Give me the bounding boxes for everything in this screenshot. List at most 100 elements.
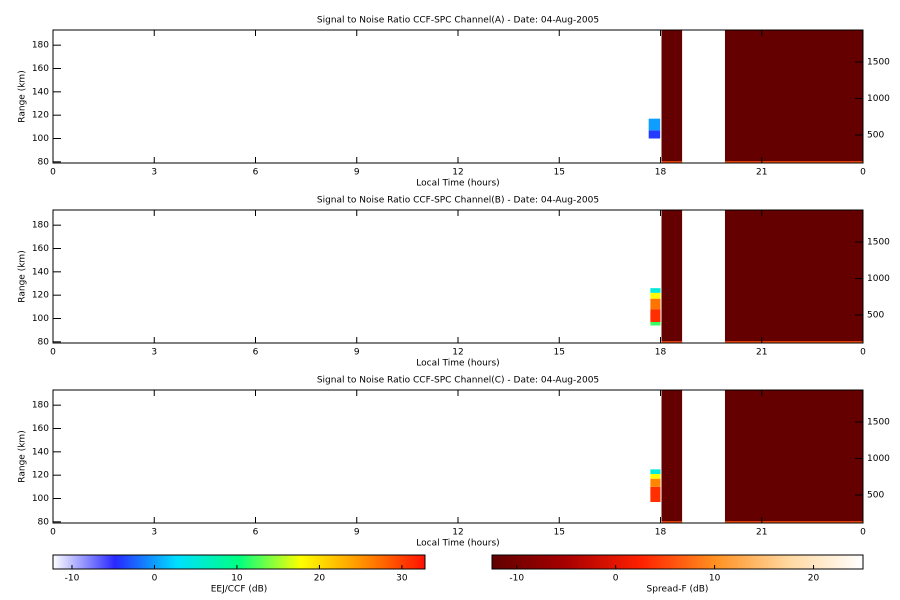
heatmap-cell [650, 469, 661, 474]
y-tick-label: 180 [32, 221, 49, 231]
y-tick-label: 140 [32, 87, 49, 97]
colorbar-tick-label: 10 [231, 574, 243, 584]
colorbar-label: EEJ/CCF (dB) [211, 585, 268, 595]
heatmap-cell [724, 521, 863, 523]
y2-tick-label: 1000 [867, 94, 890, 104]
x-tick-label: 18 [655, 528, 667, 538]
colorbar-label: Spread-F (dB) [647, 585, 709, 595]
x-tick-label: 3 [151, 348, 157, 358]
heatmap-cell [648, 118, 661, 131]
x-tick-label: 15 [554, 168, 565, 178]
heatmap-cell [724, 341, 863, 343]
y-axis-label: Range (km) [18, 70, 28, 122]
chart-title: Signal to Noise Ratio CCF-SPC Channel(B)… [317, 196, 599, 206]
y2-tick-label: 1000 [867, 454, 890, 464]
x-tick-label: 18 [655, 348, 667, 358]
x-tick-label: 3 [151, 528, 157, 538]
heatmap-cell [650, 322, 661, 326]
colorbar [491, 554, 864, 570]
y-tick-label: 80 [38, 517, 50, 527]
heatmap-cell [724, 161, 863, 163]
x-tick-label: 12 [452, 168, 463, 178]
heatmap-cell [724, 30, 863, 163]
y-axis-label: Range (km) [18, 250, 28, 302]
x-tick-label: 0 [860, 168, 866, 178]
x-tick-label: 0 [860, 528, 866, 538]
colorbar-tick-label: 20 [808, 574, 820, 584]
x-axis-label: Local Time (hours) [416, 179, 499, 189]
chart-title: Signal to Noise Ratio CCF-SPC Channel(A)… [317, 16, 599, 26]
x-tick-label: 12 [452, 348, 463, 358]
y2-tick-label: 500 [867, 490, 884, 500]
y-tick-label: 140 [32, 267, 49, 277]
y-tick-label: 120 [32, 471, 49, 481]
y-tick-label: 180 [32, 41, 49, 51]
colorbar-tick-label: -10 [65, 574, 80, 584]
colorbar-tick-label: 20 [314, 574, 326, 584]
x-tick-label: 0 [50, 528, 56, 538]
heatmap-cell [724, 210, 863, 343]
y2-tick-label: 1500 [867, 57, 890, 67]
heatmap-cell [661, 341, 683, 343]
x-tick-label: 21 [756, 348, 767, 358]
y2-tick-label: 1500 [867, 417, 890, 427]
y-tick-label: 160 [32, 424, 49, 434]
y2-tick-label: 1000 [867, 274, 890, 284]
heatmap-cell [661, 161, 683, 163]
colorbar [52, 554, 426, 570]
heatmap-cell [661, 390, 683, 523]
y2-tick-label: 1500 [867, 237, 890, 247]
heatmap-cell [650, 486, 661, 502]
heatmap-cell [650, 309, 661, 322]
y2-tick-label: 500 [867, 310, 884, 320]
x-tick-label: 0 [50, 168, 56, 178]
colorbar-tick-label: -10 [509, 574, 524, 584]
x-tick-label: 6 [253, 528, 259, 538]
heatmap-cell [661, 30, 683, 163]
x-tick-label: 9 [354, 168, 360, 178]
y-tick-label: 120 [32, 291, 49, 301]
x-tick-label: 9 [354, 348, 360, 358]
chart-title: Signal to Noise Ratio CCF-SPC Channel(C)… [317, 376, 599, 386]
heatmap-cell [650, 298, 661, 310]
x-tick-label: 21 [756, 168, 767, 178]
x-tick-label: 0 [860, 348, 866, 358]
x-tick-label: 9 [354, 528, 360, 538]
y-tick-label: 160 [32, 244, 49, 254]
y-tick-label: 80 [38, 337, 50, 347]
x-tick-label: 18 [655, 168, 667, 178]
y2-tick-label: 500 [867, 130, 884, 140]
x-tick-label: 12 [452, 528, 463, 538]
x-axis-label: Local Time (hours) [416, 359, 499, 369]
heatmap-cell [661, 210, 683, 343]
x-tick-label: 6 [253, 168, 259, 178]
heatmap-cell [724, 390, 863, 523]
y-tick-label: 180 [32, 401, 49, 411]
heatmap-cell [650, 288, 661, 293]
x-tick-label: 0 [50, 348, 56, 358]
y-tick-label: 140 [32, 447, 49, 457]
y-tick-label: 100 [32, 314, 49, 324]
y-tick-label: 160 [32, 64, 49, 74]
colorbar-tick-label: 30 [396, 574, 408, 584]
heatmap-cell [661, 521, 683, 523]
y-tick-label: 100 [32, 494, 49, 504]
y-tick-label: 100 [32, 134, 49, 144]
x-tick-label: 3 [151, 168, 157, 178]
x-tick-label: 6 [253, 348, 259, 358]
heatmap-cell [650, 474, 661, 479]
colorbar-tick-label: 10 [709, 574, 721, 584]
colorbar-tick-label: 0 [152, 574, 158, 584]
colorbar-tick-label: 0 [613, 574, 619, 584]
x-tick-label: 15 [554, 528, 565, 538]
x-axis-label: Local Time (hours) [416, 539, 499, 549]
heatmap-cell [650, 292, 661, 299]
heatmap-cell [648, 130, 661, 139]
y-tick-label: 80 [38, 157, 50, 167]
x-tick-label: 15 [554, 348, 565, 358]
x-tick-label: 21 [756, 528, 767, 538]
y-tick-label: 120 [32, 111, 49, 121]
y-axis-label: Range (km) [18, 430, 28, 482]
heatmap-cell [650, 478, 661, 487]
